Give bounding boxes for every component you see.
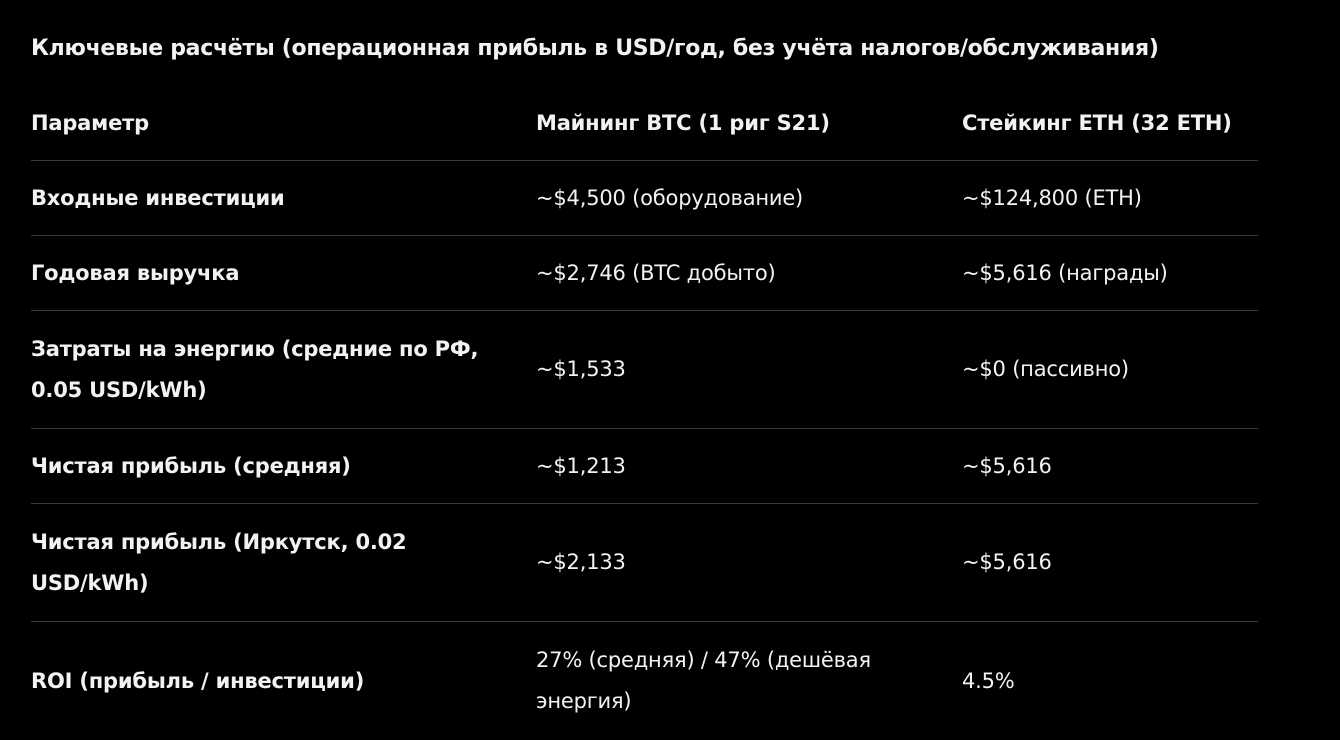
eth-value: ~$124,800 (ETH) <box>962 161 1258 236</box>
row-label: Затраты на энергию (средние по РФ, 0.05 … <box>31 311 536 429</box>
table-header-row: Параметр Майнинг BTC (1 риг S21) Стейкин… <box>31 86 1258 161</box>
table-row: Чистая прибыль (средняя) ~$1,213 ~$5,616 <box>31 429 1258 504</box>
btc-value: ~$1,213 <box>536 429 962 504</box>
table-row: Годовая выручка ~$2,746 (BTC добыто) ~$5… <box>31 236 1258 311</box>
btc-value: ~$1,533 <box>536 311 962 429</box>
table-row: Чистая прибыль (Иркутск, 0.02 USD/kWh) ~… <box>31 504 1258 622</box>
btc-value: ~$2,746 (BTC добыто) <box>536 236 962 311</box>
section-heading: Ключевые расчёты (операционная прибыль в… <box>31 36 1159 61</box>
eth-value: ~$5,616 (награды) <box>962 236 1258 311</box>
row-label: Чистая прибыль (Иркутск, 0.02 USD/kWh) <box>31 504 536 622</box>
btc-value: ~$2,133 <box>536 504 962 622</box>
column-header-eth-staking: Стейкинг ETH (32 ETH) <box>962 86 1258 161</box>
eth-value: ~$5,616 <box>962 429 1258 504</box>
btc-value: ~$4,500 (оборудование) <box>536 161 962 236</box>
column-header-btc-mining: Майнинг BTC (1 риг S21) <box>536 86 962 161</box>
calculations-table: Параметр Майнинг BTC (1 риг S21) Стейкин… <box>31 86 1258 740</box>
table-row: Входные инвестиции ~$4,500 (оборудование… <box>31 161 1258 236</box>
row-label: ROI (прибыль / инвестиции) <box>31 622 536 740</box>
eth-value: 4.5% <box>962 622 1258 740</box>
table-row: ROI (прибыль / инвестиции) 27% (средняя)… <box>31 622 1258 740</box>
row-label: Чистая прибыль (средняя) <box>31 429 536 504</box>
row-label: Годовая выручка <box>31 236 536 311</box>
eth-value: ~$5,616 <box>962 504 1258 622</box>
table-row: Затраты на энергию (средние по РФ, 0.05 … <box>31 311 1258 429</box>
column-header-parameter: Параметр <box>31 86 536 161</box>
eth-value: ~$0 (пассивно) <box>962 311 1258 429</box>
row-label: Входные инвестиции <box>31 161 536 236</box>
btc-value: 27% (средняя) / 47% (дешёвая энергия) <box>536 622 962 740</box>
